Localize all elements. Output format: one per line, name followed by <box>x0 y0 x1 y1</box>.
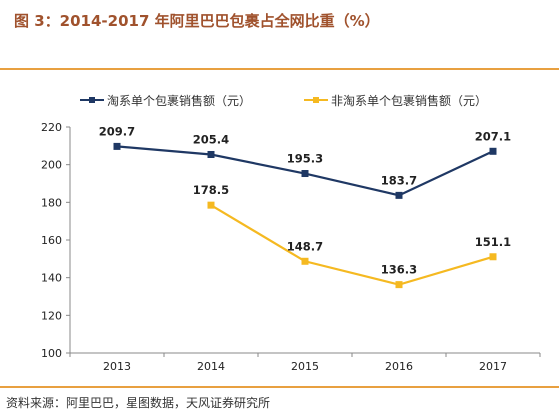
x-tick-label: 2014 <box>197 360 225 373</box>
bottom-divider <box>0 386 559 388</box>
y-tick-label: 120 <box>41 309 62 322</box>
legend-label-taoxi: 淘系单个包裹销售额（元） <box>107 93 252 108</box>
legend-swatch-taoxi <box>80 97 104 103</box>
data-point-0 <box>489 147 497 155</box>
data-label-1: 178.5 <box>193 183 229 197</box>
data-point-1 <box>489 253 497 261</box>
y-tick-label: 180 <box>41 196 62 209</box>
legend-item-non-taoxi: 非淘系单个包裹销售额（元） <box>304 92 487 108</box>
y-tick-label: 200 <box>41 159 62 172</box>
series-line-1 <box>210 204 494 286</box>
x-tick-label: 2015 <box>291 360 319 373</box>
x-tick-label: 2016 <box>385 360 413 373</box>
data-point-1 <box>207 201 215 209</box>
data-label-0: 205.4 <box>193 132 229 146</box>
data-label-0: 195.3 <box>287 152 323 166</box>
y-tick-label: 220 <box>41 121 62 134</box>
data-label-1: 148.7 <box>287 239 323 253</box>
data-label-1: 151.1 <box>475 235 511 249</box>
legend-item-taoxi: 淘系单个包裹销售额（元） <box>80 92 251 108</box>
data-point-0 <box>207 150 215 158</box>
figure-title: 图 3：2014-2017 年阿里巴巴包裹占全网比重（%） <box>14 12 380 30</box>
data-point-0 <box>395 191 403 199</box>
data-point-0 <box>301 170 309 178</box>
data-label-0: 207.1 <box>475 129 511 143</box>
top-divider <box>0 68 559 70</box>
y-tick-label: 140 <box>41 272 62 285</box>
legend-label-non-taoxi: 非淘系单个包裹销售额（元） <box>331 93 488 108</box>
data-label-1: 136.3 <box>381 263 417 277</box>
source-note: 资料来源：阿里巴巴，星图数据，天风证券研究所 <box>6 396 271 410</box>
y-tick-label: 100 <box>41 347 62 360</box>
data-point-1 <box>395 281 403 289</box>
y-tick-label: 160 <box>41 234 62 247</box>
data-point-1 <box>301 257 309 265</box>
data-label-0: 209.7 <box>99 124 135 138</box>
data-label-0: 183.7 <box>381 173 417 187</box>
x-tick-label: 2013 <box>103 360 131 373</box>
data-point-0 <box>113 142 121 150</box>
legend-swatch-non-taoxi <box>304 97 328 103</box>
x-tick-label: 2017 <box>479 360 507 373</box>
